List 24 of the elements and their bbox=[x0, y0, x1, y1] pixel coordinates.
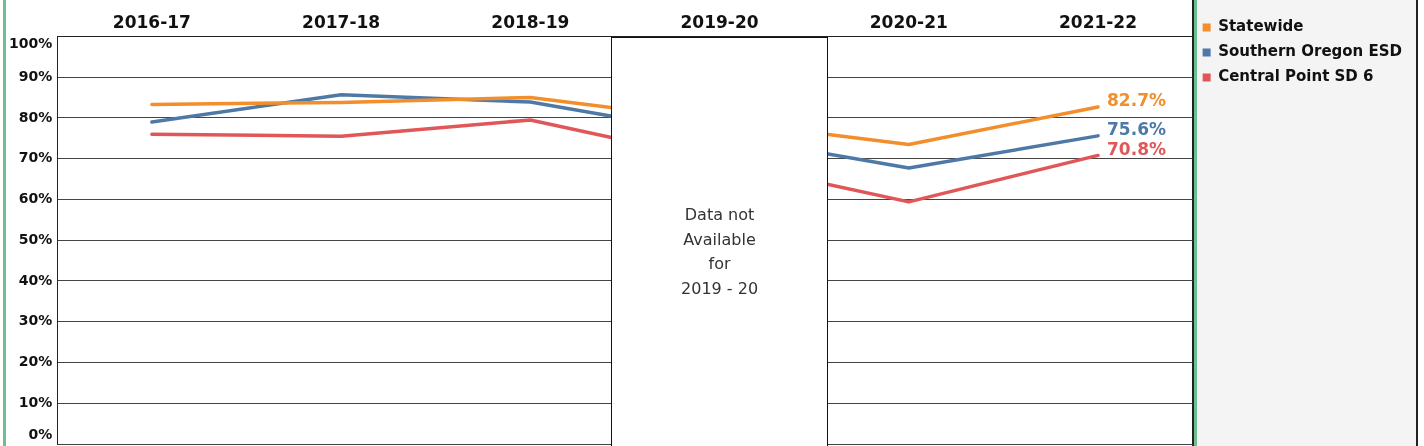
y-tick-label: 100% bbox=[8, 35, 53, 52]
data-label: 82.7% bbox=[1107, 90, 1166, 111]
y-tick-label: 40% bbox=[18, 271, 53, 288]
y-tick-label: 50% bbox=[18, 230, 53, 247]
data-label: 75.6% bbox=[1107, 119, 1166, 140]
y-tick-label: 60% bbox=[18, 190, 53, 207]
x-tick-label: 2021-22 bbox=[1059, 11, 1138, 32]
legend-label: Central Point SD 6 bbox=[1218, 67, 1374, 86]
x-tick-label: 2018-19 bbox=[491, 11, 570, 32]
x-tick-label: 2019-20 bbox=[680, 11, 759, 32]
y-tick-label: 90% bbox=[18, 67, 53, 84]
y-tick-label: 20% bbox=[18, 353, 53, 370]
y-tick-label: 80% bbox=[18, 108, 53, 125]
y-tick-label: 70% bbox=[18, 149, 53, 166]
legend-label: Southern Oregon ESD bbox=[1218, 42, 1402, 61]
legend-label: Statewide bbox=[1218, 17, 1304, 36]
x-tick-label: 2020-21 bbox=[869, 11, 948, 32]
annotation: Data not Available for 2019 - 20 bbox=[681, 204, 759, 300]
x-tick-label: 2017-18 bbox=[302, 11, 381, 32]
y-tick-label: 0% bbox=[28, 426, 53, 443]
y-tick-label: 30% bbox=[18, 312, 53, 329]
x-tick-label: 2016-17 bbox=[112, 11, 191, 32]
y-tick-label: 10% bbox=[18, 393, 53, 410]
data-label: 70.8% bbox=[1107, 138, 1166, 159]
